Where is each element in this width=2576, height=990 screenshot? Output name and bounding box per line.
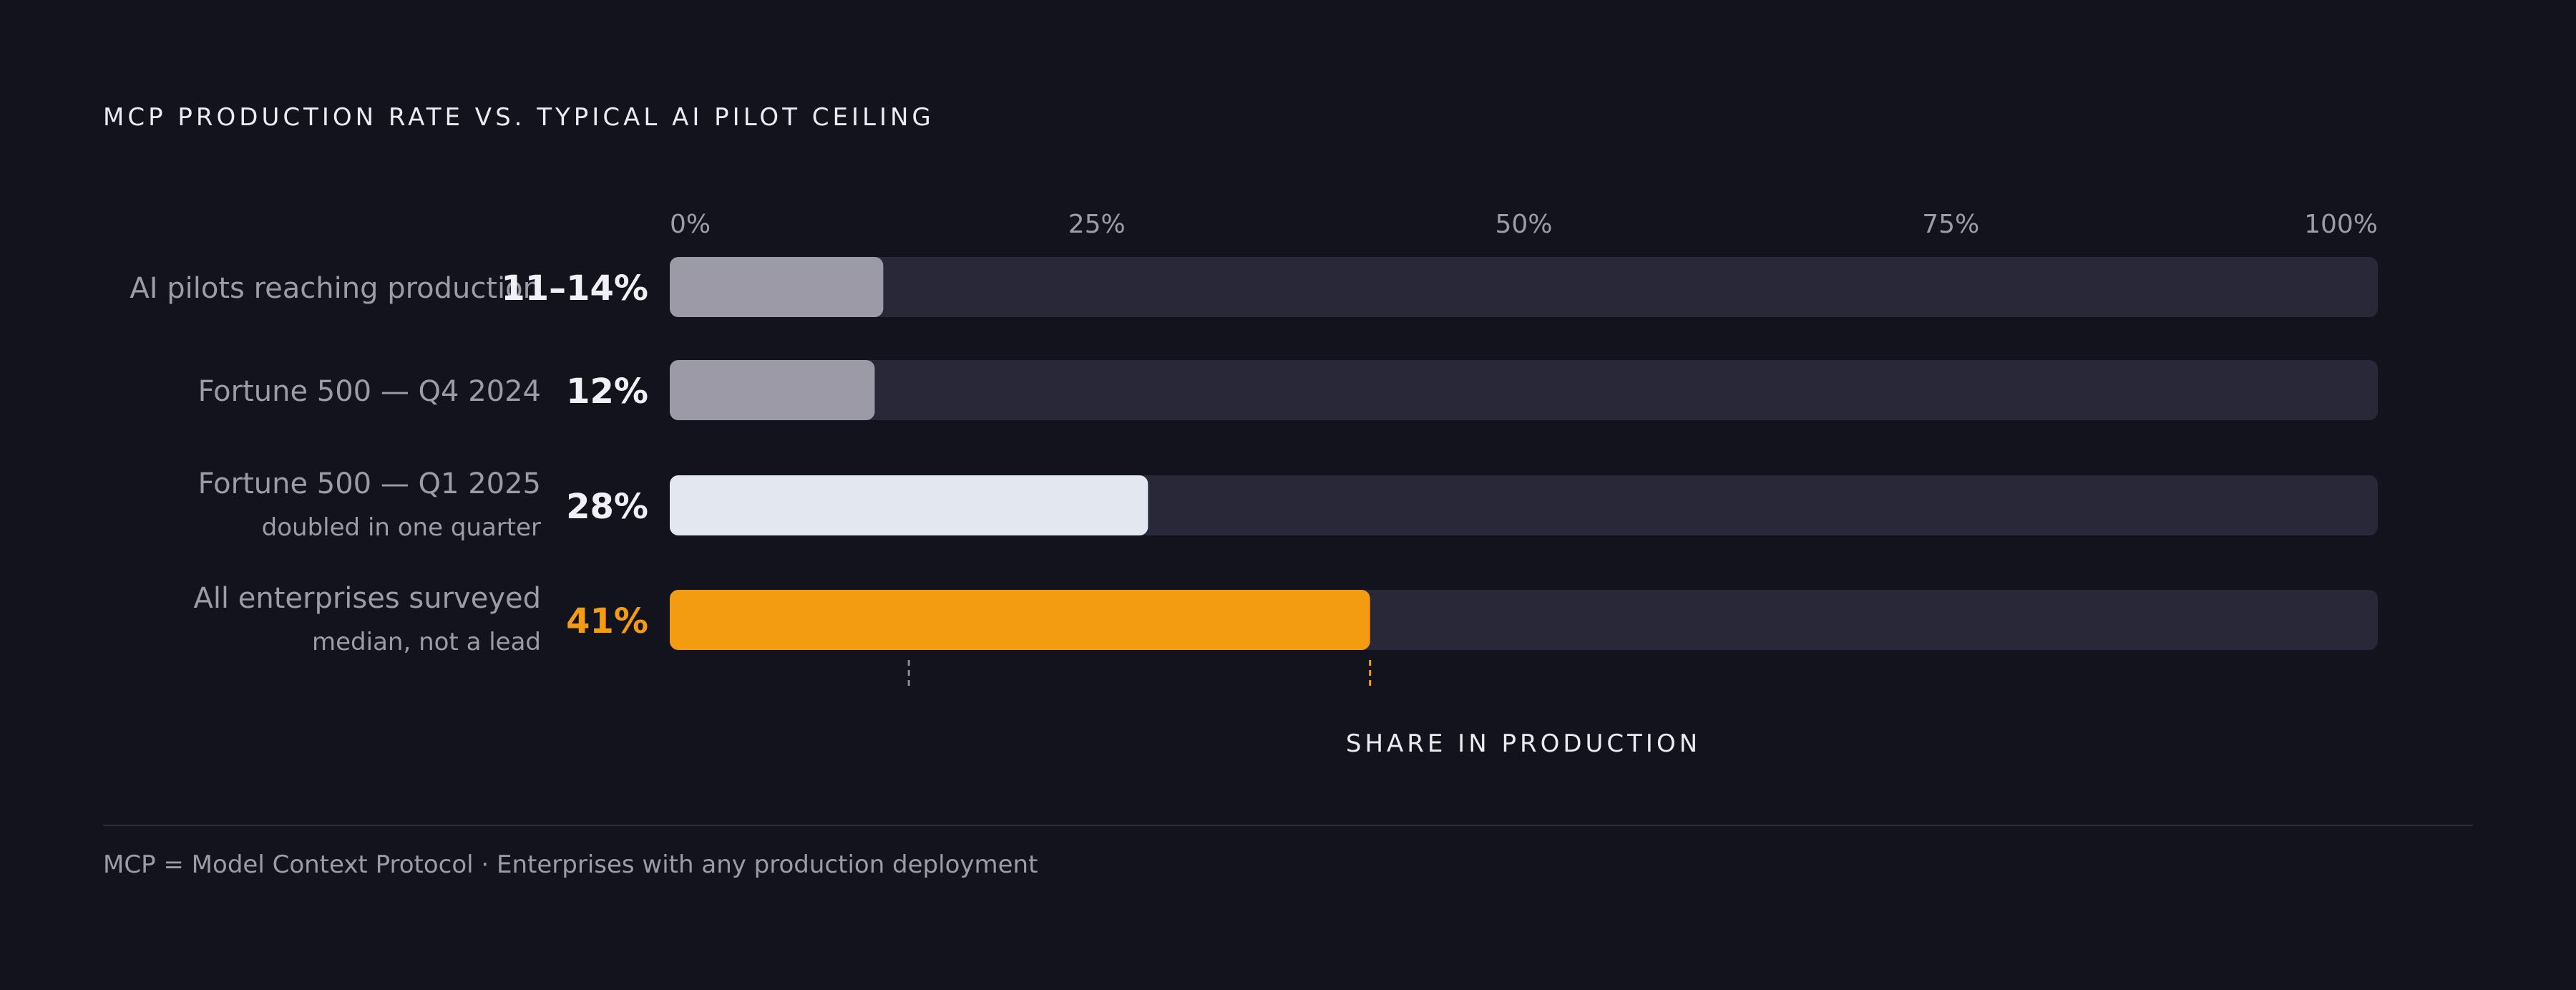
x-tick-label: 25% bbox=[1068, 210, 1126, 239]
bar bbox=[670, 257, 884, 317]
value-label: 11–14% bbox=[501, 268, 648, 309]
value-label: 41% bbox=[566, 601, 648, 641]
x-axis-title: SHARE IN PRODUCTION bbox=[1346, 729, 1701, 758]
category-label: Fortune 500 — Q1 2025 bbox=[198, 467, 541, 500]
footer-divider bbox=[103, 825, 2473, 826]
bar-track bbox=[670, 360, 2378, 420]
value-label: 28% bbox=[566, 487, 648, 527]
x-tick-label: 100% bbox=[2304, 210, 2378, 239]
x-tick-label: 0% bbox=[670, 210, 711, 239]
chart-title: MCP PRODUCTION RATE VS. TYPICAL AI PILOT… bbox=[103, 103, 935, 132]
x-tick-label: 50% bbox=[1495, 210, 1552, 239]
bar bbox=[670, 475, 1148, 535]
category-label: Fortune 500 — Q4 2024 bbox=[198, 375, 541, 408]
footnote: MCP = Model Context Protocol · Enterpris… bbox=[103, 850, 1038, 879]
category-sublabel: median, not a lead bbox=[312, 628, 541, 656]
value-label: 12% bbox=[566, 372, 648, 412]
bar bbox=[670, 590, 1370, 650]
category-sublabel: doubled in one quarter bbox=[262, 513, 541, 542]
category-label: AI pilots reaching production bbox=[130, 272, 541, 305]
bar-track bbox=[670, 257, 2378, 317]
bar bbox=[670, 360, 875, 420]
x-tick-label: 75% bbox=[1922, 210, 1979, 239]
category-label: All enterprises surveyed bbox=[193, 582, 541, 615]
bar-chart: 0% 25% 50% 75% 100% AI pilots reaching produc… bbox=[130, 210, 2378, 758]
